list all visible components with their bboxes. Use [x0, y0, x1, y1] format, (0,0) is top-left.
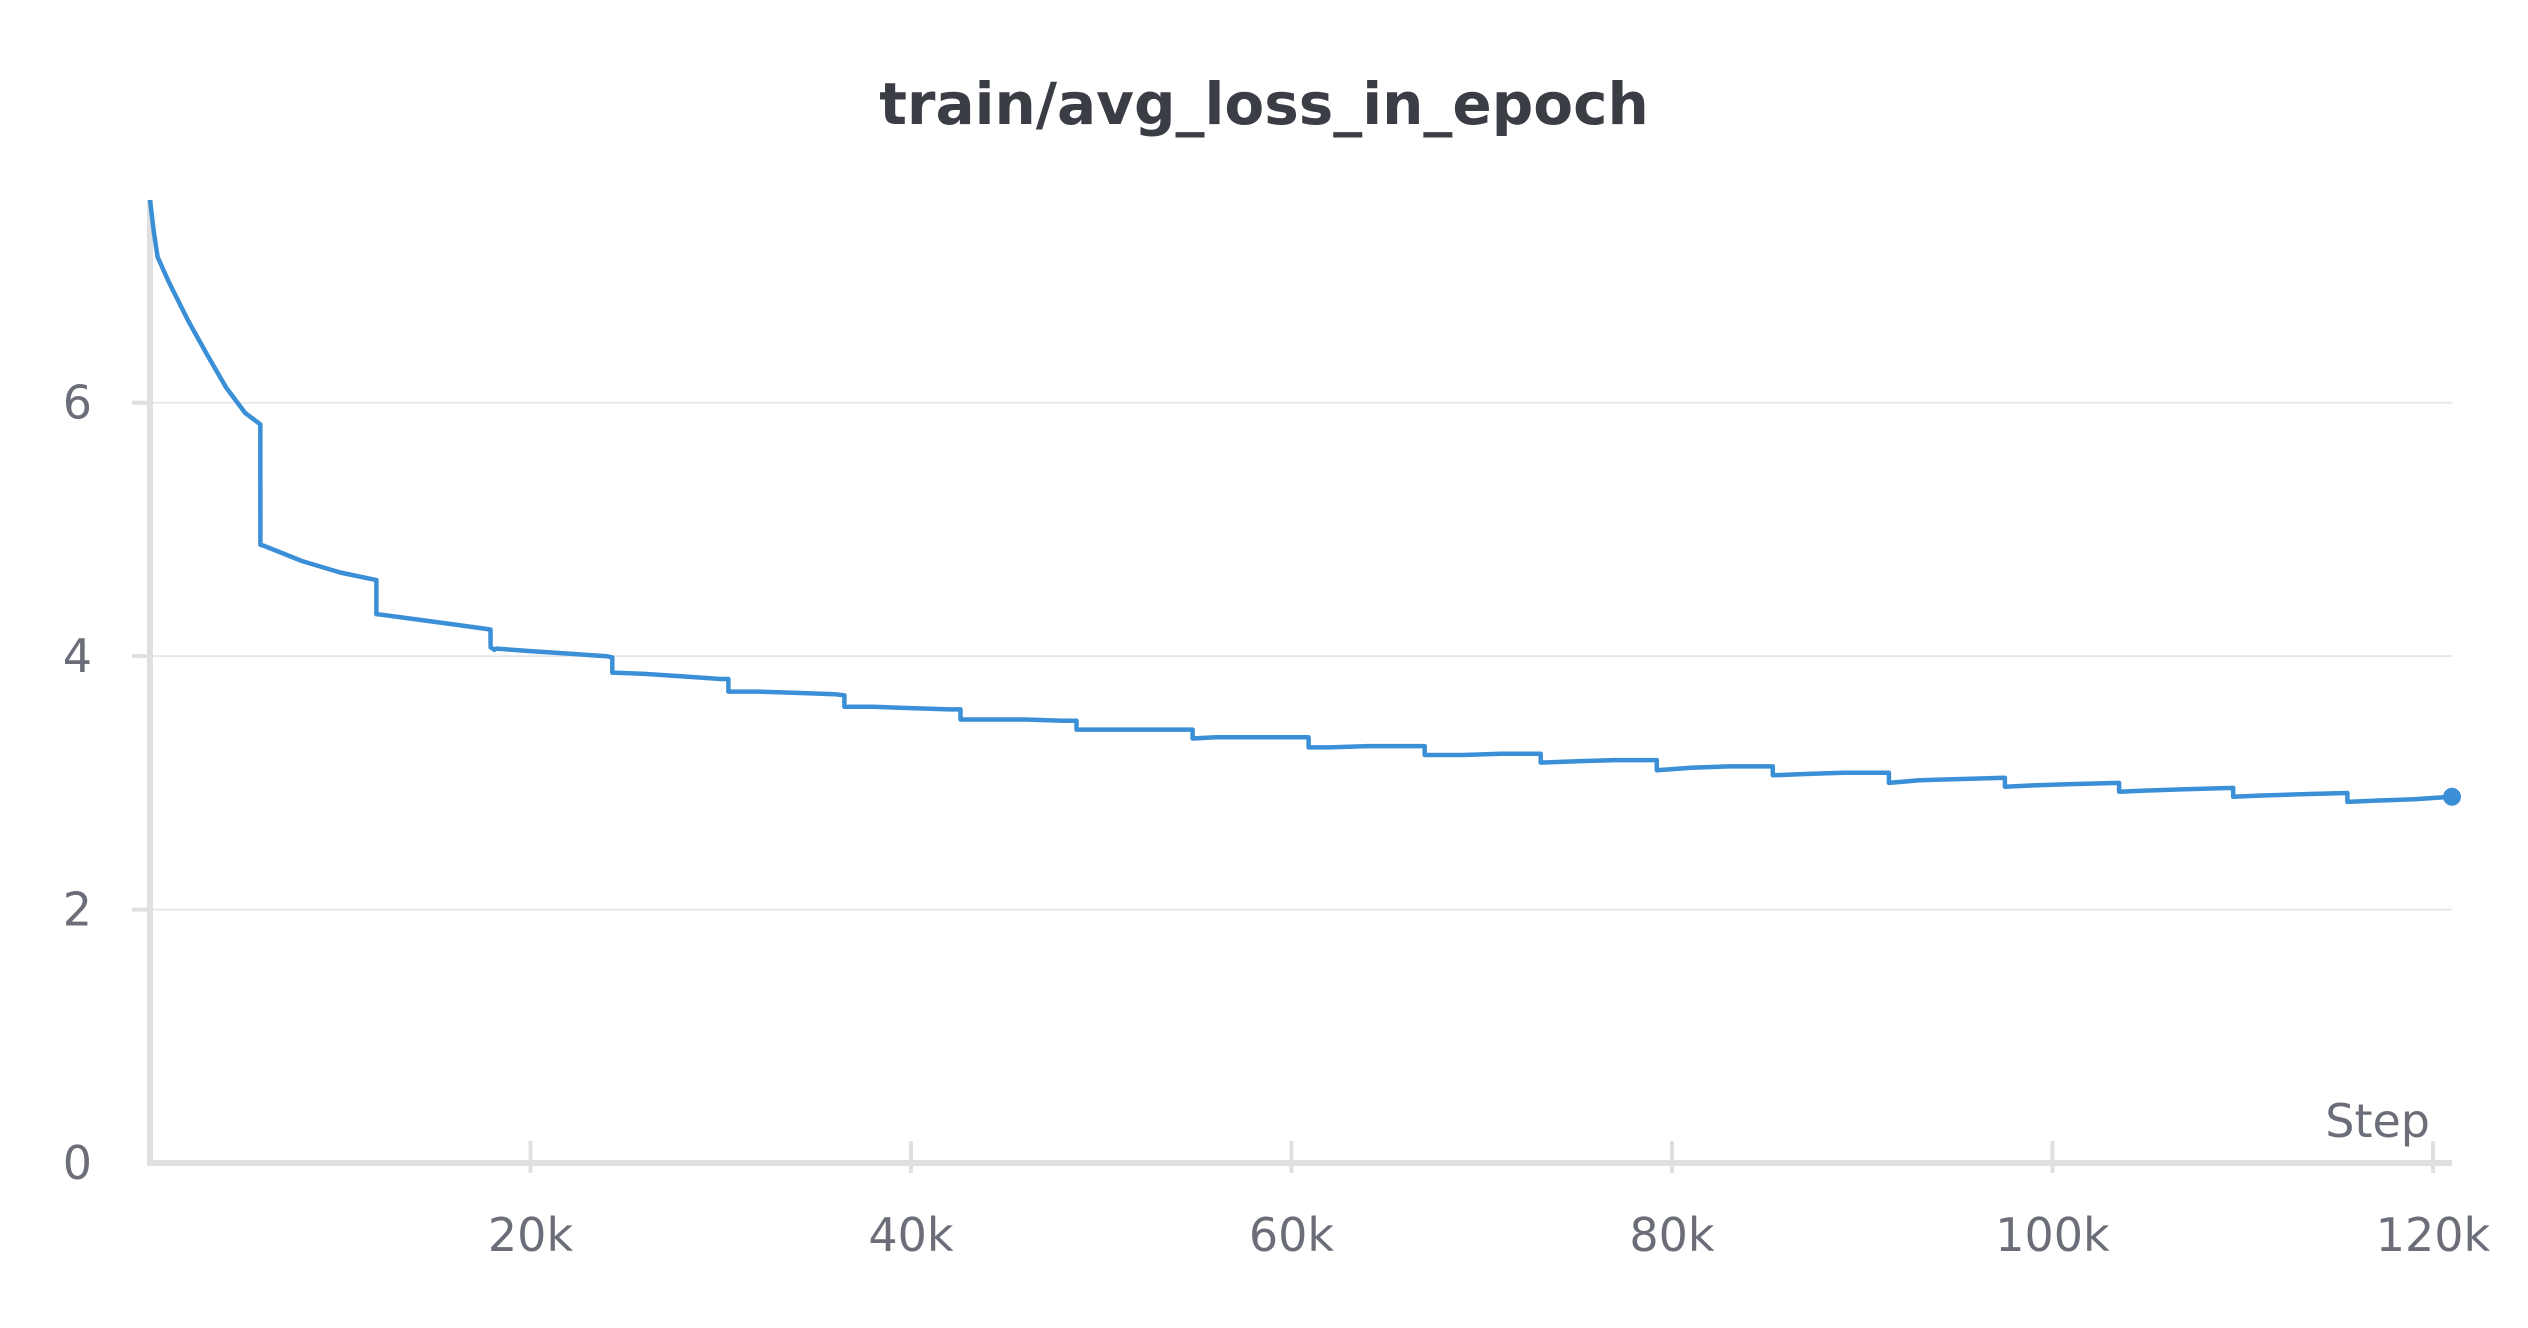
y-tick-label: 6 — [63, 376, 92, 430]
grid-lines — [150, 401, 2452, 911]
x-tick-label: 20k — [488, 1208, 574, 1262]
chart-title: train/avg_loss_in_epoch — [879, 70, 1649, 138]
last-point-marker — [2443, 787, 2461, 806]
x-tick-label: 120k — [2376, 1208, 2491, 1262]
y-tick-label: 0 — [63, 1136, 92, 1190]
series-layer — [147, 199, 2461, 806]
y-tick-label: 4 — [63, 629, 92, 683]
y-tick-label: 2 — [63, 883, 92, 937]
series-line — [147, 199, 2453, 805]
axes — [132, 200, 2452, 1173]
tick-labels: 20k 40k 60k 80k 100k 120k 0 2 4 6 — [63, 376, 2491, 1262]
x-tick-label: 80k — [1629, 1208, 1715, 1262]
x-tick-label: 40k — [868, 1208, 954, 1262]
x-tick-label: 100k — [1995, 1208, 2110, 1262]
x-axis-label: Step — [2325, 1094, 2430, 1148]
x-tick-label: 60k — [1249, 1208, 1335, 1262]
